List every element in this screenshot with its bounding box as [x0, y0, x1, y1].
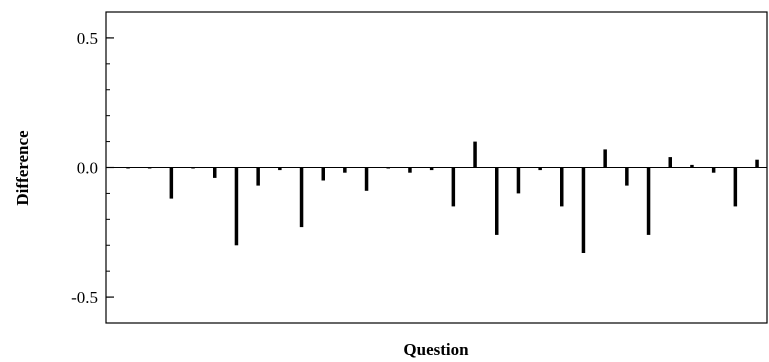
- bar: [538, 167, 542, 171]
- bar: [668, 157, 672, 168]
- x-axis-title: Question: [403, 340, 469, 359]
- y-tick-label: 0.0: [77, 159, 98, 178]
- bar: [256, 167, 260, 186]
- bar: [690, 164, 694, 168]
- y-axis: 0.5 0.0 -0.5: [71, 11, 114, 324]
- bar: [755, 159, 759, 168]
- bar: [711, 167, 716, 173]
- bar: [191, 167, 195, 169]
- bar: [321, 167, 325, 181]
- bar: [516, 167, 521, 194]
- bar: [451, 167, 456, 207]
- bar: [473, 141, 477, 168]
- bar: [126, 167, 130, 169]
- bar: [646, 167, 651, 235]
- bar: [169, 167, 174, 199]
- y-tick-label: 0.5: [77, 29, 98, 48]
- y-tick-label: -0.5: [71, 288, 98, 307]
- bar: [603, 149, 607, 168]
- bar: [429, 167, 434, 171]
- bar: [234, 167, 239, 246]
- bar: [495, 167, 499, 235]
- y-axis-title: Difference: [13, 130, 32, 206]
- bar: [213, 167, 217, 178]
- bar: [299, 167, 304, 228]
- bar: [408, 167, 412, 173]
- bar: [733, 167, 738, 207]
- bar: [147, 167, 152, 169]
- bar: [625, 167, 629, 186]
- bar: [278, 167, 282, 171]
- bar: [581, 167, 586, 253]
- bar: [560, 167, 564, 207]
- bars-group: [126, 141, 759, 253]
- bar: [343, 167, 347, 173]
- bar: [364, 167, 369, 191]
- bar: [386, 167, 390, 169]
